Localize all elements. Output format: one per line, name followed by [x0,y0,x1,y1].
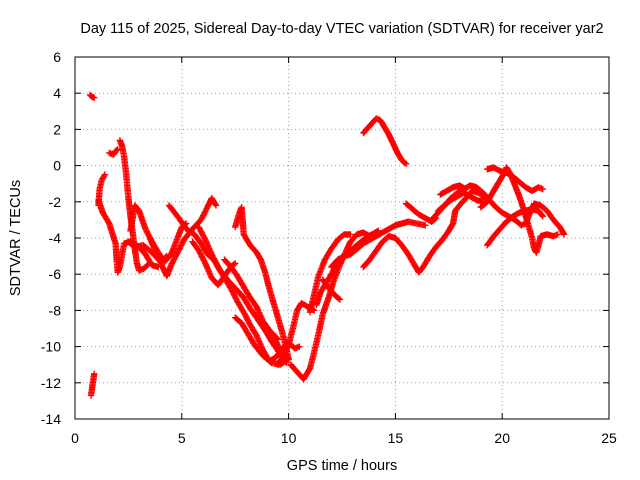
y-tick-label: 6 [53,49,61,65]
point-markers [221,256,282,343]
x-axis-label: GPS time / hours [287,458,397,474]
x-tick-label: 25 [601,430,617,446]
point-markers [360,115,410,167]
y-tick-label: -12 [41,375,61,391]
point-markers [146,195,220,280]
point-markers [328,218,429,271]
point-markers [86,91,98,101]
series-arc-18 [306,231,354,316]
point-markers [106,146,121,158]
point-markers [484,205,546,249]
x-tick-label: 10 [281,430,297,446]
series-arc-29 [484,205,546,249]
x-tick-label: 0 [71,430,79,446]
point-markers [437,182,470,198]
series-arc-9 [146,195,220,280]
point-markers [232,314,292,368]
y-tick-label: -10 [41,339,61,355]
series-arc-16 [274,300,318,368]
point-markers [306,231,354,316]
series-arc-5 [106,146,121,158]
series-arc-13 [221,256,282,343]
series-arc-20 [319,276,344,303]
series-arc-14 [232,204,292,363]
y-tick-label: -8 [49,302,62,318]
series-arc-28 [484,164,546,195]
y-tick-label: -6 [49,266,62,282]
axis-ticks: 0 5 10 15 20 25 -14 -12 -10 -8 -6 -4 -2 0 2 4 6 [41,49,617,446]
data-points [86,91,568,399]
x-tick-label: 20 [494,430,510,446]
series-arc-15 [232,314,292,368]
x-tick-label: 15 [388,430,404,446]
series-arc-1 [86,91,98,101]
plot-frame [74,56,610,420]
y-tick-label: 4 [53,85,61,101]
series-arc-30 [437,182,470,198]
y-tick-label: 0 [53,158,61,174]
series-arc-26 [434,189,487,215]
series-arc-23 [360,115,410,167]
point-markers [274,300,318,368]
series-arc-21 [328,218,429,271]
series-arc-2 [87,370,98,399]
y-axis-label: SDTVAR / TECUs [8,180,24,296]
y-tick-label: -4 [49,230,62,246]
point-markers [232,204,292,363]
y-tick-label: -2 [49,194,62,210]
point-markers [319,276,344,303]
y-tick-label: 2 [53,121,61,137]
grid-lines [75,57,609,419]
chart-title: Day 115 of 2025, Sidereal Day-to-day VTE… [80,21,603,37]
x-tick-label: 5 [178,430,186,446]
point-markers [434,189,487,215]
point-markers [87,370,98,399]
point-markers [484,164,546,195]
y-tick-label: -14 [41,411,61,427]
